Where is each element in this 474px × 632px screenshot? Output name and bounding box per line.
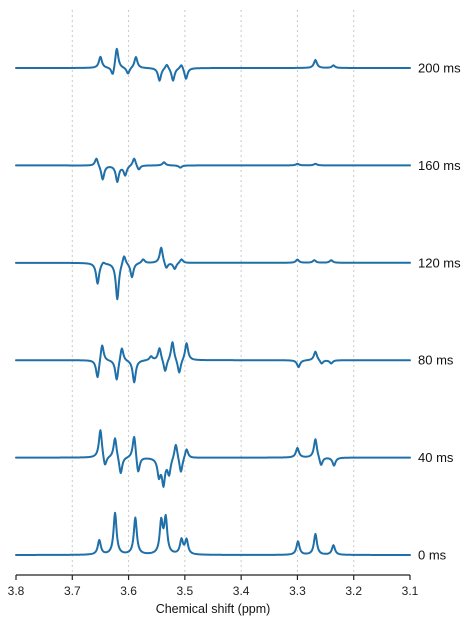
x-tick-label: 3.2	[345, 584, 362, 598]
series-label: 0 ms	[418, 548, 447, 563]
x-tick-label: 3.1	[402, 584, 419, 598]
series-trace	[15, 341, 411, 384]
series-labels: 0 ms 40 ms 80 ms 120 ms 160 ms 200 ms	[418, 61, 461, 563]
series-trace	[15, 246, 411, 301]
series-trace	[15, 47, 411, 82]
series-label: 200 ms	[418, 61, 461, 76]
x-axis: 3.8 3.7 3.6 3.5 3.4 3.3 3.2 3.1	[8, 574, 419, 598]
series-trace	[15, 157, 411, 183]
series-trace	[15, 511, 411, 556]
series-label: 80 ms	[418, 353, 454, 368]
x-tick-label: 3.3	[289, 584, 306, 598]
x-tick-label: 3.6	[120, 584, 137, 598]
gridlines	[71, 10, 355, 575]
series-label: 120 ms	[418, 255, 461, 270]
x-axis-title: Chemical shift (ppm)	[156, 602, 271, 616]
series-trace	[15, 429, 411, 488]
x-tick-label: 3.7	[64, 584, 81, 598]
x-tick-label: 3.4	[233, 584, 250, 598]
traces	[15, 47, 411, 556]
series-label: 40 ms	[418, 450, 454, 465]
x-tick-label: 3.5	[177, 584, 194, 598]
series-label: 160 ms	[418, 158, 461, 173]
x-tick-label: 3.8	[8, 584, 25, 598]
